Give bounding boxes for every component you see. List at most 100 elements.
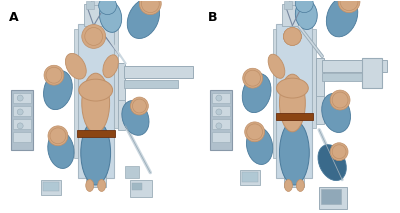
Bar [284, 176, 304, 187]
Ellipse shape [331, 92, 349, 108]
Circle shape [216, 109, 222, 115]
Circle shape [48, 126, 68, 146]
Circle shape [141, 0, 159, 13]
Circle shape [245, 70, 261, 86]
Bar [212, 93, 230, 103]
Circle shape [132, 99, 146, 113]
Bar [272, 29, 276, 158]
Bar [282, 4, 306, 26]
Bar [13, 93, 31, 103]
Circle shape [85, 27, 103, 45]
Bar [212, 119, 230, 129]
Circle shape [17, 95, 23, 101]
Bar [319, 187, 347, 209]
Ellipse shape [322, 94, 350, 132]
Ellipse shape [295, 0, 317, 29]
Bar [77, 130, 114, 137]
Ellipse shape [100, 1, 122, 32]
Bar [118, 100, 126, 130]
Ellipse shape [81, 120, 110, 185]
Bar [41, 180, 61, 195]
Ellipse shape [79, 79, 112, 101]
Ellipse shape [284, 29, 301, 44]
Circle shape [50, 128, 66, 144]
Ellipse shape [268, 54, 285, 78]
Bar [74, 29, 78, 158]
Ellipse shape [246, 124, 263, 139]
Ellipse shape [244, 70, 262, 86]
Bar [276, 113, 313, 120]
Ellipse shape [284, 180, 292, 191]
Bar [212, 106, 230, 116]
Bar [43, 181, 59, 191]
Ellipse shape [296, 180, 304, 191]
Ellipse shape [242, 73, 271, 113]
Ellipse shape [127, 0, 160, 39]
Bar [284, 1, 292, 9]
Circle shape [330, 90, 350, 110]
Bar [210, 90, 232, 150]
Ellipse shape [44, 71, 72, 110]
Bar [91, 0, 108, 5]
Circle shape [99, 0, 116, 15]
Bar [132, 183, 142, 190]
Bar [312, 29, 316, 128]
Ellipse shape [98, 180, 106, 191]
Circle shape [17, 109, 23, 115]
Ellipse shape [103, 55, 118, 78]
Bar [11, 90, 33, 150]
Bar [362, 58, 382, 88]
Circle shape [139, 0, 161, 15]
Bar [212, 132, 230, 142]
Bar [114, 29, 118, 128]
Circle shape [17, 123, 23, 129]
Bar [316, 58, 324, 118]
Bar [321, 189, 341, 204]
Ellipse shape [50, 128, 66, 143]
Bar [86, 1, 94, 9]
Circle shape [82, 24, 106, 48]
Circle shape [332, 92, 348, 108]
Circle shape [332, 145, 346, 159]
Bar [118, 63, 126, 118]
Ellipse shape [46, 68, 62, 83]
Ellipse shape [86, 180, 94, 191]
Circle shape [284, 27, 301, 45]
Circle shape [340, 0, 358, 11]
Text: A: A [9, 11, 19, 24]
Ellipse shape [66, 53, 86, 79]
Bar [242, 172, 258, 181]
Ellipse shape [132, 99, 147, 113]
Ellipse shape [318, 145, 346, 181]
Bar [84, 4, 108, 26]
Bar [13, 106, 31, 116]
Circle shape [330, 143, 348, 161]
Bar [86, 176, 106, 187]
Bar [130, 180, 152, 197]
Bar [290, 0, 307, 5]
Bar [78, 24, 114, 177]
Circle shape [216, 123, 222, 129]
Bar [322, 73, 372, 81]
Circle shape [44, 65, 64, 85]
Bar [322, 60, 387, 72]
Circle shape [284, 27, 301, 45]
Circle shape [247, 124, 262, 140]
Ellipse shape [246, 127, 273, 164]
Circle shape [245, 122, 264, 142]
Circle shape [243, 68, 262, 88]
Ellipse shape [140, 0, 160, 13]
Ellipse shape [280, 120, 309, 185]
Ellipse shape [122, 101, 149, 135]
Bar [316, 96, 324, 124]
Circle shape [130, 97, 148, 115]
Ellipse shape [280, 74, 305, 132]
Bar [13, 119, 31, 129]
Bar [124, 66, 193, 78]
Ellipse shape [84, 29, 104, 44]
Circle shape [216, 95, 222, 101]
Circle shape [338, 0, 360, 13]
Ellipse shape [276, 78, 308, 98]
Ellipse shape [48, 131, 74, 168]
Ellipse shape [82, 73, 110, 133]
